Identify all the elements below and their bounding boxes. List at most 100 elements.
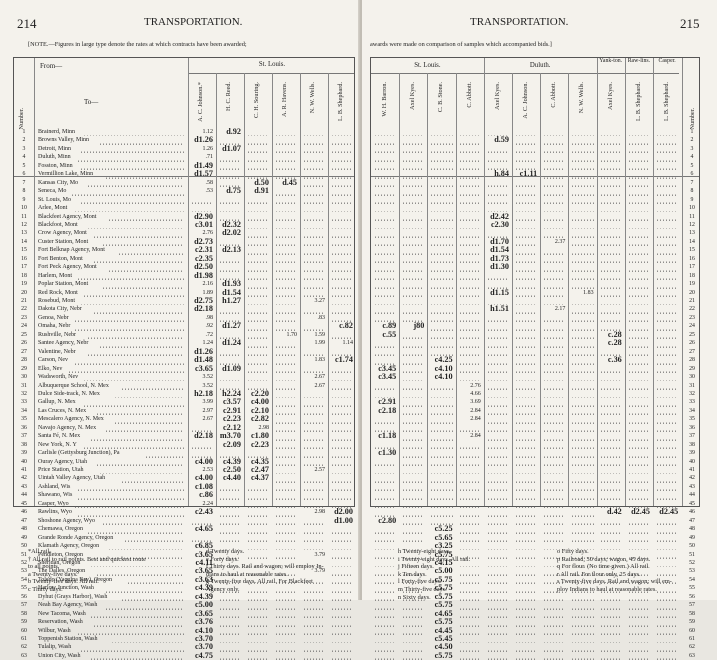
rate-value: c3.65 [195, 608, 213, 618]
empty-cell [331, 313, 353, 323]
empty-cell [486, 499, 509, 509]
rate-value: .72 [205, 331, 214, 338]
empty-cell [486, 609, 509, 619]
empty-cell [627, 330, 650, 340]
empty-cell [430, 161, 453, 171]
empty-cell [303, 364, 325, 374]
empty-cell [571, 153, 594, 162]
from-label: From— [40, 62, 63, 70]
empty-cell [275, 449, 297, 458]
empty-cell [515, 187, 538, 196]
rate-value: c4.00 [251, 397, 269, 407]
empty-cell [515, 313, 538, 323]
empty-cell [402, 237, 425, 247]
rate-value: 1.14 [342, 340, 354, 347]
rate-value: d.92 [226, 127, 241, 136]
empty-cell [402, 601, 425, 610]
empty-cell [303, 229, 325, 238]
empty-cell [374, 288, 397, 297]
empty-cell [247, 212, 269, 221]
rate-value: c.86 [199, 490, 213, 500]
empty-cell [599, 144, 622, 154]
empty-cell [458, 204, 481, 213]
empty-cell [275, 558, 297, 568]
row-number: 59 [689, 619, 695, 626]
row-number: 50 [689, 543, 695, 550]
empty-cell [571, 449, 594, 458]
empty-cell [275, 297, 297, 306]
empty-cell [247, 364, 269, 374]
empty-cell [515, 237, 538, 247]
row-number: 25 [689, 331, 695, 338]
empty-cell [599, 499, 622, 509]
empty-cell [458, 263, 481, 272]
empty-cell [486, 153, 509, 162]
empty-cell [515, 618, 538, 627]
empty-cell [402, 339, 425, 348]
leader-dots [83, 288, 184, 297]
destination-name: Tulalip, Wash [38, 644, 72, 651]
empty-cell [191, 440, 213, 450]
empty-cell [275, 423, 297, 433]
empty-cell [571, 330, 594, 340]
destination-name: Uintah Valley Agency, Utah [38, 475, 106, 482]
empty-cell [627, 474, 650, 483]
empty-cell [627, 651, 650, 660]
empty-cell [656, 254, 679, 264]
row-number: 61 [21, 636, 27, 642]
rate-value: c5.00 [195, 600, 213, 610]
empty-cell [275, 347, 297, 357]
row-number: 62 [689, 644, 695, 651]
empty-cell [191, 195, 213, 205]
empty-cell [656, 550, 679, 559]
leader-dots [77, 271, 184, 281]
empty-cell [331, 643, 353, 652]
leader-dots [102, 516, 184, 526]
empty-cell [374, 567, 397, 576]
empty-cell [275, 643, 297, 652]
empty-cell [275, 575, 297, 585]
empty-cell [247, 542, 269, 551]
empty-cell [543, 195, 566, 205]
empty-cell [430, 423, 453, 433]
empty-cell [656, 297, 679, 306]
empty-cell [303, 237, 325, 247]
footnote: g Twenty-five days. All rail. For Blackf… [206, 578, 313, 586]
empty-cell [656, 212, 679, 221]
rate-table: Number. St. Louis. Duluth. Yank-ton. Raw-li… [370, 57, 700, 660]
rate-value: c4.00 [195, 473, 213, 483]
row-number: 26 [21, 340, 27, 347]
empty-cell [275, 246, 297, 255]
empty-cell [627, 229, 650, 238]
empty-cell [331, 482, 353, 492]
empty-cell [627, 643, 650, 652]
row-number: 27 [21, 348, 27, 355]
empty-cell [430, 195, 453, 205]
rate-value: h1.51 [490, 304, 509, 314]
empty-cell [219, 237, 241, 247]
empty-cell [486, 178, 509, 188]
empty-cell [543, 229, 566, 238]
empty-cell [275, 482, 297, 492]
empty-cell [515, 533, 538, 543]
empty-cell [331, 550, 353, 559]
empty-cell [275, 440, 297, 450]
empty-cell [247, 618, 269, 627]
empty-cell [303, 246, 325, 255]
empty-cell [402, 389, 425, 399]
empty-cell [247, 508, 269, 517]
leader-dots [108, 542, 184, 551]
destination-name: Sheridan, Oregon [38, 559, 81, 566]
empty-cell [656, 440, 679, 450]
empty-cell [458, 330, 481, 340]
rate-value: 2.76 [470, 382, 481, 389]
empty-cell [458, 635, 481, 644]
empty-cell [303, 398, 325, 407]
rate-value: c4.39 [223, 456, 241, 466]
empty-cell [275, 237, 297, 247]
row-number: 16 [689, 255, 695, 262]
empty-cell [331, 364, 353, 374]
empty-cell [627, 558, 650, 568]
rate-value: d2.13 [222, 245, 241, 255]
empty-cell [430, 271, 453, 281]
